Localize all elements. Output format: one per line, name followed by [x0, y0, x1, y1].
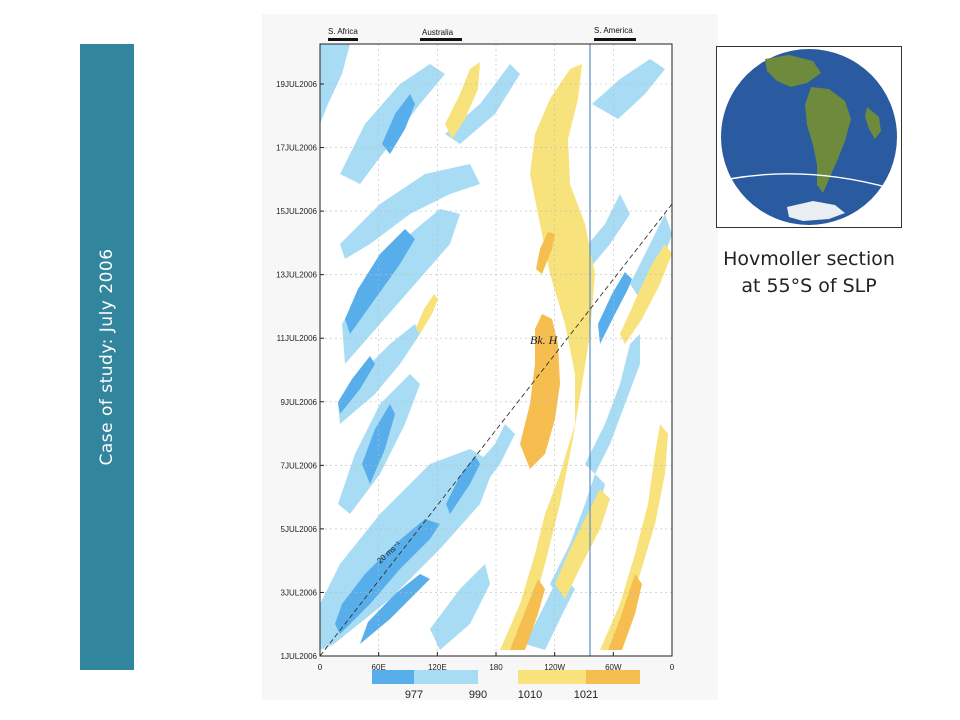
x-tick-label: 0 — [318, 663, 323, 672]
x-tick-label: 60W — [605, 663, 622, 672]
side-title-bar: Case of study: July 2006 — [80, 44, 134, 670]
y-tick-label: 7JUL2006 — [281, 461, 318, 470]
hovmoller-diagram: Bk. H 20 ms⁻¹ 1JUL20063JUL20065JUL20067J… — [276, 26, 675, 700]
globe-image — [721, 49, 897, 225]
y-tick-label: 15JUL2006 — [276, 207, 317, 216]
y-tick-label: 3JUL2006 — [281, 588, 318, 597]
globe-land — [765, 55, 881, 193]
y-tick-label: 13JUL2006 — [276, 271, 317, 280]
s-america-bar — [594, 38, 636, 41]
slide-title: Case of study: July 2006 — [97, 248, 117, 466]
legend-label-977: 977 — [405, 689, 423, 700]
x-axis: 0 60E 120E 180 120W 60W 0 — [318, 652, 675, 672]
y-tick-label: 9JUL2006 — [281, 398, 318, 407]
legend-label-990: 990 — [469, 689, 487, 700]
legend-low — [414, 670, 478, 684]
s-africa-bar — [328, 38, 358, 41]
x-tick-label: 180 — [489, 663, 503, 672]
x-tick-label: 120W — [544, 663, 565, 672]
y-tick-label: 1JUL2006 — [281, 652, 318, 661]
legend-label-1010: 1010 — [518, 689, 542, 700]
antarctica — [787, 201, 845, 221]
high-pressure-fill — [416, 62, 672, 650]
y-tick-label: 11JUL2006 — [277, 334, 318, 343]
y-axis: 1JUL2006 3JUL2006 5JUL2006 7JUL2006 9JUL2006… — [276, 80, 324, 661]
globe-ocean — [721, 49, 897, 225]
legend-very-low — [372, 670, 414, 684]
legend-very-high — [586, 670, 640, 684]
s-america-label: S. America — [594, 26, 633, 35]
color-legend: 977 990 1010 1021 — [372, 670, 640, 700]
y-tick-label: 17JUL2006 — [276, 144, 317, 153]
globe-inset — [716, 46, 902, 228]
block-annotation: Bk. H — [530, 333, 559, 347]
y-tick-label: 19JUL2006 — [276, 80, 317, 89]
legend-label-1021: 1021 — [574, 689, 598, 700]
very-high-pressure-fill — [510, 232, 642, 650]
x-tick-label: 120E — [428, 663, 447, 672]
caption-line-2: at 55°S of SLP — [741, 275, 877, 297]
legend-high — [518, 670, 586, 684]
caption-line-1: Hovmoller section — [723, 248, 895, 270]
x-tick-label: 0 — [670, 663, 675, 672]
australia-bar — [420, 38, 462, 41]
s-africa-label: S. Africa — [328, 27, 358, 36]
x-tick-label: 60E — [372, 663, 386, 672]
australia-label: Australia — [422, 28, 454, 37]
latitude-55s-line — [728, 173, 894, 190]
y-tick-label: 5JUL2006 — [281, 525, 318, 534]
continent-markers: S. Africa Australia S. America — [328, 26, 636, 41]
figure-caption: Hovmoller section at 55°S of SLP — [712, 246, 906, 300]
